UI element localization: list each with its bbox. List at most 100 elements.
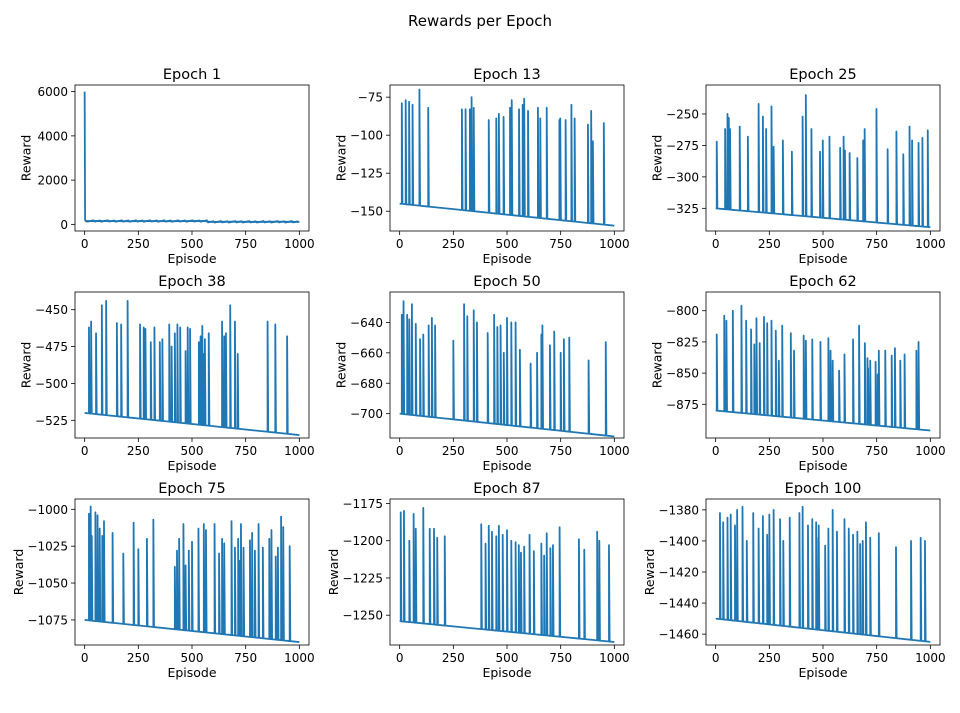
y-tick-label: −450 [35,303,68,317]
y-tick-label: −1075 [27,613,68,627]
x-tick-label: 500 [181,444,204,458]
subplot-title: Epoch 62 [789,274,856,290]
y-tick-label: −125 [350,167,383,181]
x-tick-label: 500 [181,651,204,665]
x-tick-label: 250 [127,444,150,458]
y-axis-label: Reward [642,549,657,596]
x-tick-label: 1000 [915,237,946,251]
x-tick-label: 250 [758,651,781,665]
x-tick-label: 750 [549,237,572,251]
subplot-8: Epoch 87 0 250 500 750 1000 −1250 −1225 −1200 −11… [326,481,630,680]
subplot-plot-area [715,94,931,229]
x-axis-label: Episode [798,458,847,473]
x-tick-label: 500 [181,237,204,251]
y-tick-label: −475 [35,340,68,354]
subplot-title: Epoch 38 [158,274,225,290]
x-tick-label: 750 [549,444,572,458]
subplot-title: Epoch 75 [158,481,225,497]
y-tick-label: 0 [60,218,68,232]
y-axis-label: Reward [19,135,34,182]
y-axis-label: Reward [650,342,665,389]
x-tick-label: 1000 [284,444,315,458]
x-tick-label: 0 [81,444,89,458]
y-tick-label: −275 [666,139,699,153]
y-tick-label: −1250 [342,609,383,623]
subplot-plot-area [83,91,300,224]
y-tick-label: −1000 [27,503,68,517]
x-tick-label: 250 [758,237,781,251]
series-line [84,505,300,643]
y-tick-label: −1175 [342,497,383,511]
y-tick-label: −875 [666,398,699,412]
x-tick-label: 1000 [599,651,630,665]
series-line [399,300,615,438]
y-tick-label: −1380 [658,503,699,517]
y-axis-label: Reward [334,135,349,182]
subplot-2: Epoch 13 0 250 500 750 1000 −150 −125 −100 −75 Epi… [334,67,630,266]
y-tick-label: −1025 [27,540,68,554]
y-tick-label: −100 [350,129,383,143]
x-tick-label: 500 [496,444,519,458]
series-line [399,88,615,227]
x-tick-label: 500 [496,651,519,665]
subplot-plot-area [399,507,615,643]
y-axis-label: Reward [334,342,349,389]
x-axis-label: Episode [482,251,531,266]
x-axis-label: Episode [482,665,531,680]
subplot-9: Epoch 100 0 250 500 750 1000 −1460 −1440 −1420 −1… [642,481,946,680]
x-tick-label: 750 [234,237,257,251]
x-tick-label: 500 [812,651,835,665]
x-tick-label: 250 [758,444,781,458]
x-tick-label: 0 [712,237,720,251]
series-line [715,304,931,432]
y-tick-label: −1200 [342,534,383,548]
y-tick-label: −75 [358,91,383,105]
subplot-title: Epoch 1 [163,67,221,83]
x-tick-label: 500 [812,237,835,251]
x-tick-label: 1000 [915,444,946,458]
y-tick-label: −680 [350,377,383,391]
y-axis-label: Reward [326,549,341,596]
subplot-plot-area [84,505,300,643]
x-tick-label: 250 [442,651,465,665]
y-tick-label: −1050 [27,577,68,591]
x-tick-label: 750 [865,444,888,458]
subplot-plot-area [715,505,931,643]
y-tick-label: −500 [35,377,68,391]
subplot-6: Epoch 62 0 250 500 750 1000 −875 −850 −825 −800 Ep… [650,274,946,473]
subplot-3: Epoch 25 0 250 500 750 1000 −325 −300 −275 −250 Ep… [650,67,946,266]
y-tick-label: −850 [666,367,699,381]
x-axis-label: Episode [482,458,531,473]
subplot-plot-area [399,88,615,227]
subplot-1: Epoch 1 0 250 500 750 1000 0 2000 4000 6000 Episod… [19,67,315,266]
y-tick-label: −640 [350,316,383,330]
subplot-5: Epoch 50 0 250 500 750 1000 −700 −680 −660 −640 Ep… [334,274,630,473]
x-tick-label: 250 [442,444,465,458]
series-line [399,507,615,643]
subplot-title: Epoch 100 [785,481,862,497]
y-tick-label: −1400 [658,534,699,548]
x-axis-label: Episode [167,458,216,473]
series-line [84,299,300,436]
x-tick-label: 1000 [599,444,630,458]
y-tick-label: 6000 [37,85,68,99]
y-axis-label: Reward [650,135,665,182]
y-tick-label: 2000 [37,174,68,188]
y-tick-label: −1420 [658,566,699,580]
x-tick-label: 0 [396,651,404,665]
y-tick-label: −250 [666,107,699,121]
y-tick-label: −660 [350,346,383,360]
y-axis-label: Reward [11,549,26,596]
x-tick-label: 750 [234,651,257,665]
x-tick-label: 0 [81,651,89,665]
x-tick-label: 1000 [284,651,315,665]
figure-suptitle: Rewards per Epoch [408,12,552,30]
y-tick-label: −1440 [658,597,699,611]
x-axis-label: Episode [798,251,847,266]
x-tick-label: 750 [549,651,572,665]
x-axis-label: Episode [167,665,216,680]
x-tick-label: 0 [396,444,404,458]
y-tick-label: −325 [666,202,699,216]
series-noise [85,219,299,224]
